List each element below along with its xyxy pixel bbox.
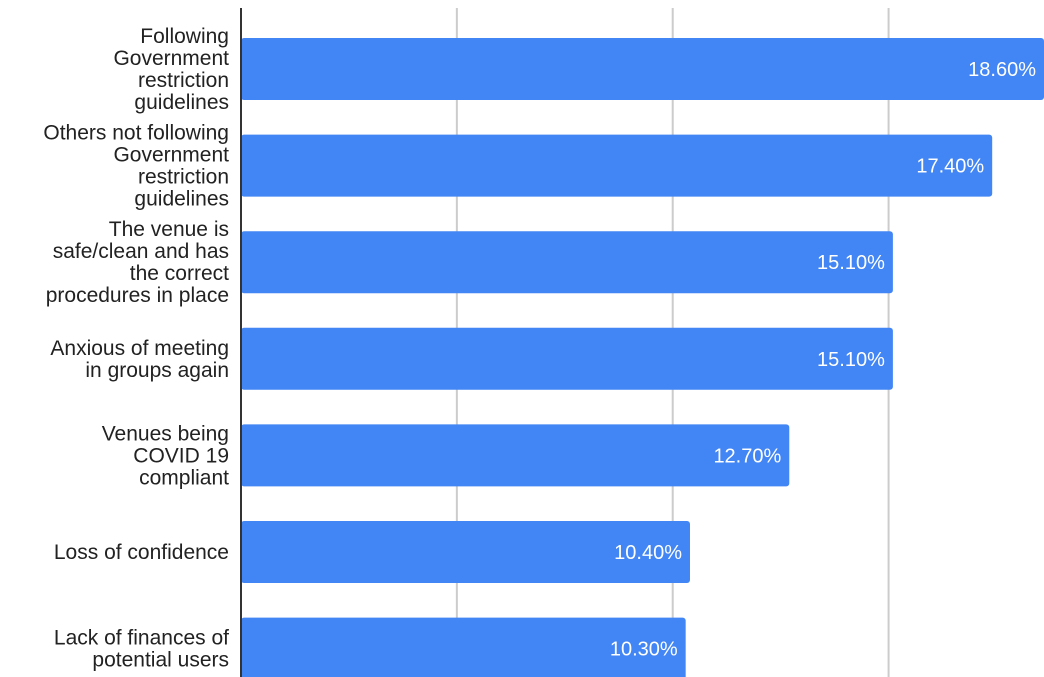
bar (241, 521, 690, 583)
bar (241, 617, 686, 677)
bar (241, 38, 1044, 100)
category-label: Venues being COVID 19 compliant (102, 422, 229, 489)
data-label: 10.30% (610, 639, 678, 661)
data-labels: 18.60% 17.40% 15.10% 15.10% 12.70% 10.40% 10.3… (610, 59, 1036, 661)
category-label: Following Government restriction guidelines (113, 25, 229, 114)
category-label: Lack of finances of potential users (54, 627, 229, 672)
bars (241, 38, 1044, 677)
category-labels: Following Government restriction guidelines… (43, 25, 229, 672)
category-label: Loss of confidence (54, 541, 229, 564)
bar (241, 231, 893, 294)
data-label: 17.40% (916, 156, 984, 178)
data-label: 12.70% (713, 445, 781, 467)
data-label: 15.10% (817, 252, 885, 274)
category-label: Anxious of meeting in groups again (50, 337, 229, 382)
category-label: Others not following Government restrictio… (43, 122, 229, 211)
category-label: The venue is safe/clean and has the correc… (46, 218, 229, 307)
data-label: 15.10% (817, 349, 885, 371)
bar (241, 327, 893, 390)
data-label: 10.40% (614, 542, 682, 564)
bar (241, 134, 993, 197)
data-label: 18.60% (968, 59, 1036, 81)
bar (241, 424, 790, 487)
